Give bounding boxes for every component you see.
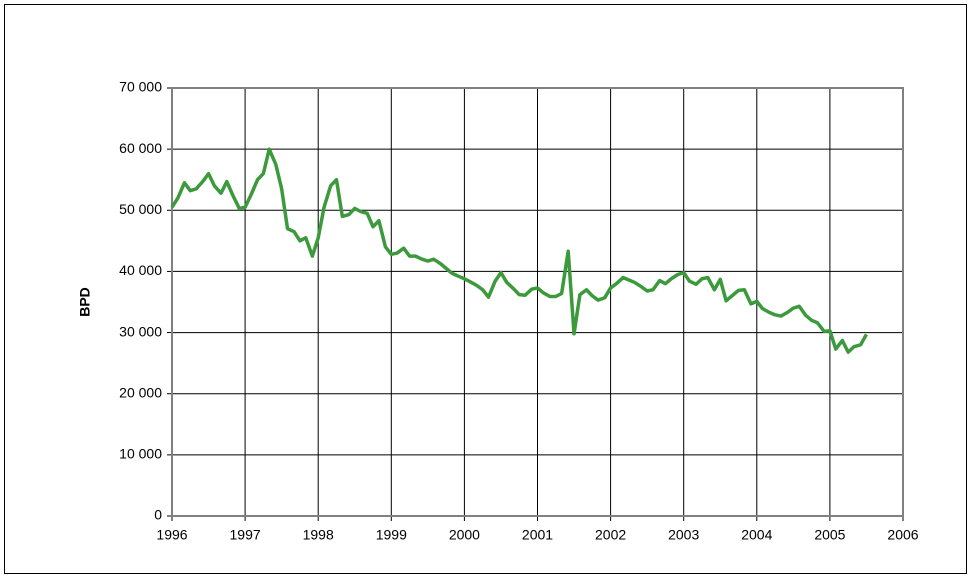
x-tick-label: 1998: [303, 527, 334, 543]
y-axis-label: BPD: [77, 287, 93, 317]
plot-area-border: [171, 87, 904, 517]
x-tick-label: 1996: [156, 527, 187, 543]
x-tick-label: 2002: [595, 527, 626, 543]
x-tick-label: 1999: [376, 527, 407, 543]
data-line: [170, 147, 868, 354]
y-tick-label: 20 000: [119, 384, 162, 400]
x-tick-label: 1997: [230, 527, 261, 543]
y-tick-label: 40 000: [119, 262, 162, 278]
x-tick-label: 2001: [522, 527, 553, 543]
y-tick-label: 50 000: [119, 201, 162, 217]
chart-frame: [4, 4, 967, 574]
x-tick-label: 2006: [887, 527, 918, 543]
y-tick-label: 10 000: [119, 446, 162, 462]
x-tick-label: 2000: [449, 527, 480, 543]
y-tick-label: 70 000: [119, 79, 162, 95]
y-tick-label: 30 000: [119, 323, 162, 339]
y-tick-label: 60 000: [119, 140, 162, 156]
x-tick-label: 2004: [741, 527, 772, 543]
x-tick-label: 2003: [668, 527, 699, 543]
x-tick-label: 2005: [814, 527, 845, 543]
y-tick-label: 0: [154, 507, 162, 523]
